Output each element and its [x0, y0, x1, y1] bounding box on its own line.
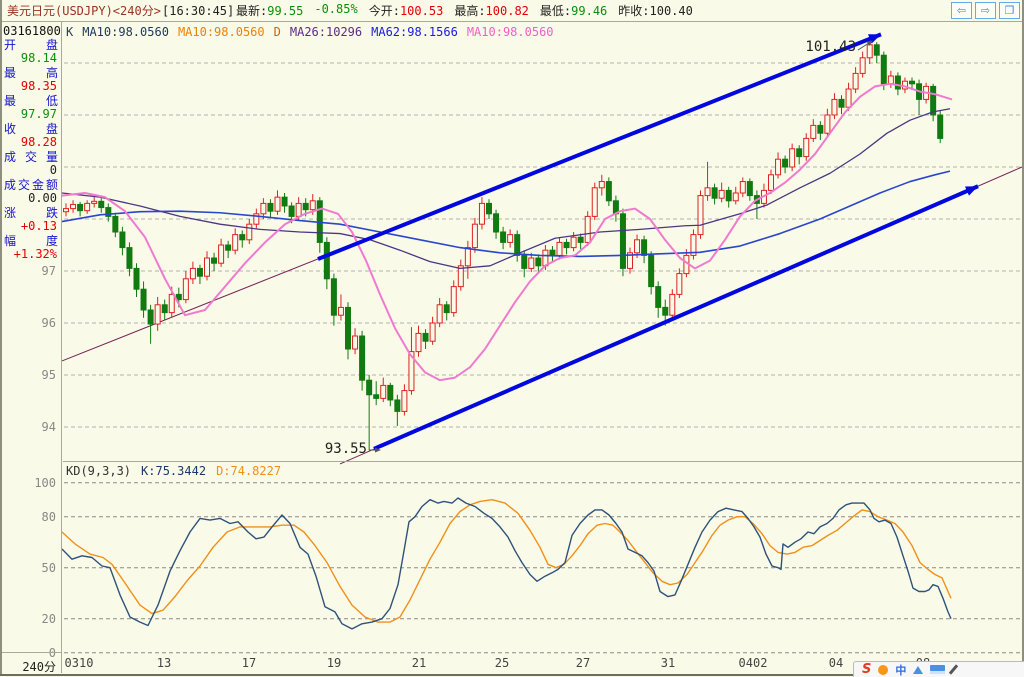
x-axis-label: 19 [327, 656, 341, 670]
datetime-readout: 03161800 [3, 24, 61, 38]
ma-legend-token: D [274, 25, 281, 39]
ma-legend-token: MA10:98.0560 [467, 25, 554, 39]
kd-axis-label: 100 [34, 476, 56, 490]
sidebar-bottom-line [2, 652, 62, 653]
kd-axis-label: 80 [42, 510, 56, 524]
forward-button[interactable]: ⇨ [975, 2, 996, 19]
x-axis-label: 31 [661, 656, 675, 670]
windows-button[interactable]: ❐ [999, 2, 1020, 19]
quote-time: [16:30:45] [162, 4, 236, 18]
price-axis-label: 96 [42, 316, 56, 330]
kd-axis-label: 50 [42, 561, 56, 575]
ma-legend-token: K [66, 25, 73, 39]
quote-fields: 最新:99.55 -0.85% 今开:100.53 最高:100.82 最低:99.46… [236, 2, 704, 19]
chinese-mode-icon[interactable]: 中 [895, 662, 906, 677]
x-axis-label: 0310 [65, 656, 94, 670]
sidebar-field: 涨跌+0.13 [2, 207, 60, 232]
kd-legend-token: K:75.3442 [141, 464, 206, 478]
ma-legend-token: MA10:98.0560 [82, 25, 169, 39]
quote-field: 最高:100.82 [454, 2, 529, 19]
keyboard-icon[interactable] [930, 665, 945, 674]
chart-annotation: 93.55 [325, 441, 367, 457]
kd-legend-token: KD(9,3,3) [66, 464, 131, 478]
ma-legend-token: MA62:98.1566 [371, 25, 458, 39]
panel-divider [63, 461, 1022, 462]
ime-toolbar[interactable]: S 中 [853, 661, 1024, 677]
sidebar-divider [61, 22, 62, 673]
quote-field: 昨收:100.40 [618, 2, 693, 19]
quote-field: 最低:99.46 [540, 2, 607, 19]
price-axis-label: 95 [42, 368, 56, 382]
kd-legend: KD(9,3,3) K:75.3442 D:74.8227 [66, 464, 281, 478]
ma-legend-token: MA26:10296 [290, 25, 362, 39]
x-axis-label: 27 [576, 656, 590, 670]
quote-field: 今开:100.53 [369, 2, 444, 19]
back-button[interactable]: ⇦ [951, 2, 972, 19]
sidebar-field: 幅度+1.32% [2, 235, 60, 260]
x-axis-label: 25 [495, 656, 509, 670]
price-axis-label: 97 [42, 264, 56, 278]
orange-dot-icon[interactable] [878, 665, 888, 675]
quote-field: 最新:99.55 [236, 2, 303, 19]
kd-axis-label: 20 [42, 612, 56, 626]
x-axis-label: 21 [412, 656, 426, 670]
x-axis-label: 13 [157, 656, 171, 670]
ma-legend-token: MA10:98.0560 [178, 25, 265, 39]
quote-field: -0.85% [314, 2, 357, 19]
chart-annotation: 101.43 [805, 39, 856, 55]
x-axis-label: 0402 [739, 656, 768, 670]
ma-legend: K MA10:98.0560 MA10:98.0560 D MA26:10296 MA62… [66, 25, 554, 39]
x-axis-label: 04 [829, 656, 843, 670]
price-axis-label: 94 [42, 420, 56, 434]
sogou-s-icon[interactable]: S [862, 662, 871, 677]
wrench-icon[interactable] [949, 664, 958, 674]
x-axis-label: 17 [242, 656, 256, 670]
symbol-title: 美元日元(USDJPY)<240分> [7, 2, 162, 19]
header-bar: 美元日元(USDJPY)<240分> [16:30:45] 最新:99.55 -0… [2, 0, 1022, 22]
shape-icon[interactable] [913, 666, 923, 674]
nav-icons: ⇦⇨❐ [951, 2, 1020, 19]
kd-legend-token: D:74.8227 [216, 464, 281, 478]
